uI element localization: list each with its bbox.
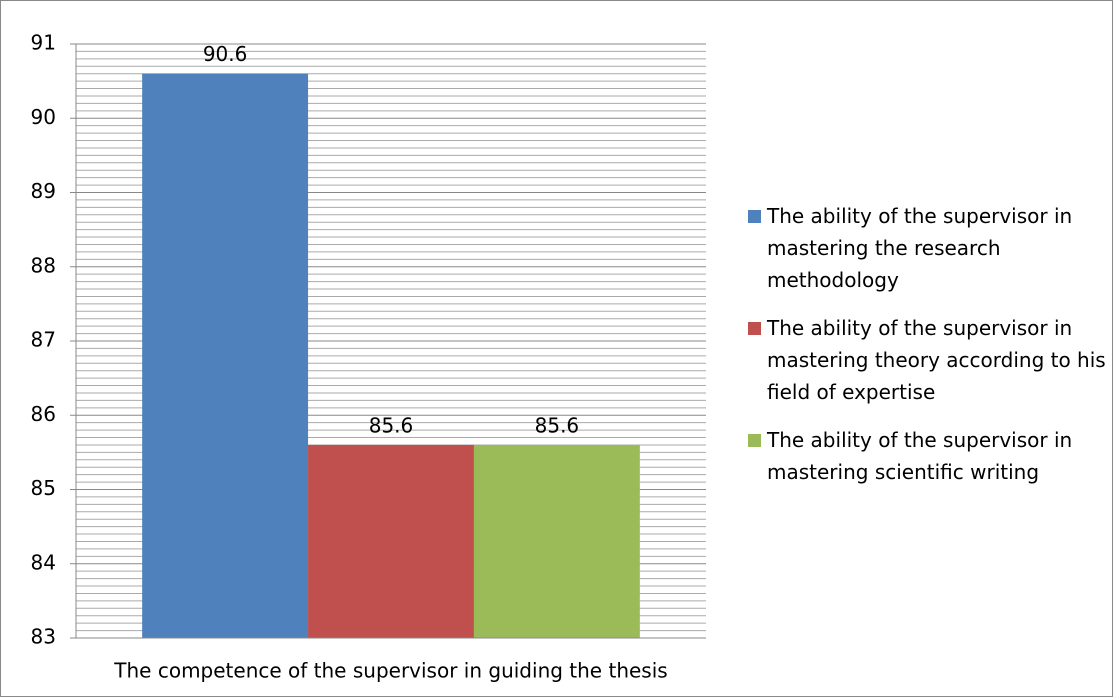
x-tick-label: The competence of the supervisor in guid…	[113, 659, 667, 683]
y-tick-label: 84	[31, 550, 56, 574]
value-label: 90.6	[203, 42, 248, 66]
y-tick-label: 87	[31, 328, 56, 352]
bar	[308, 444, 474, 638]
legend-item: The ability of the supervisor in masteri…	[748, 424, 1108, 488]
legend-swatch	[748, 322, 761, 335]
legend-label: The ability of the supervisor in masteri…	[767, 428, 1073, 484]
legend-swatch	[748, 434, 761, 447]
legend-swatch	[748, 210, 761, 223]
bar	[142, 73, 309, 638]
y-tick-label: 83	[31, 625, 56, 649]
legend-label: The ability of the supervisor in masteri…	[767, 204, 1073, 292]
y-tick-label: 88	[31, 253, 56, 277]
legend-label: The ability of the supervisor in masteri…	[767, 316, 1106, 404]
y-tick-label: 90	[31, 105, 56, 129]
legend-item: The ability of the supervisor in masteri…	[748, 200, 1108, 296]
y-tick-label: 85	[31, 476, 56, 500]
bar	[473, 444, 640, 638]
value-label: 85.6	[535, 413, 580, 437]
y-tick-label: 91	[31, 31, 56, 55]
legend: The ability of the supervisor in masteri…	[748, 200, 1108, 488]
value-label: 85.6	[369, 413, 414, 437]
y-tick-label: 86	[31, 402, 56, 426]
y-tick-label: 89	[31, 179, 56, 203]
legend-item: The ability of the supervisor in masteri…	[748, 312, 1108, 408]
